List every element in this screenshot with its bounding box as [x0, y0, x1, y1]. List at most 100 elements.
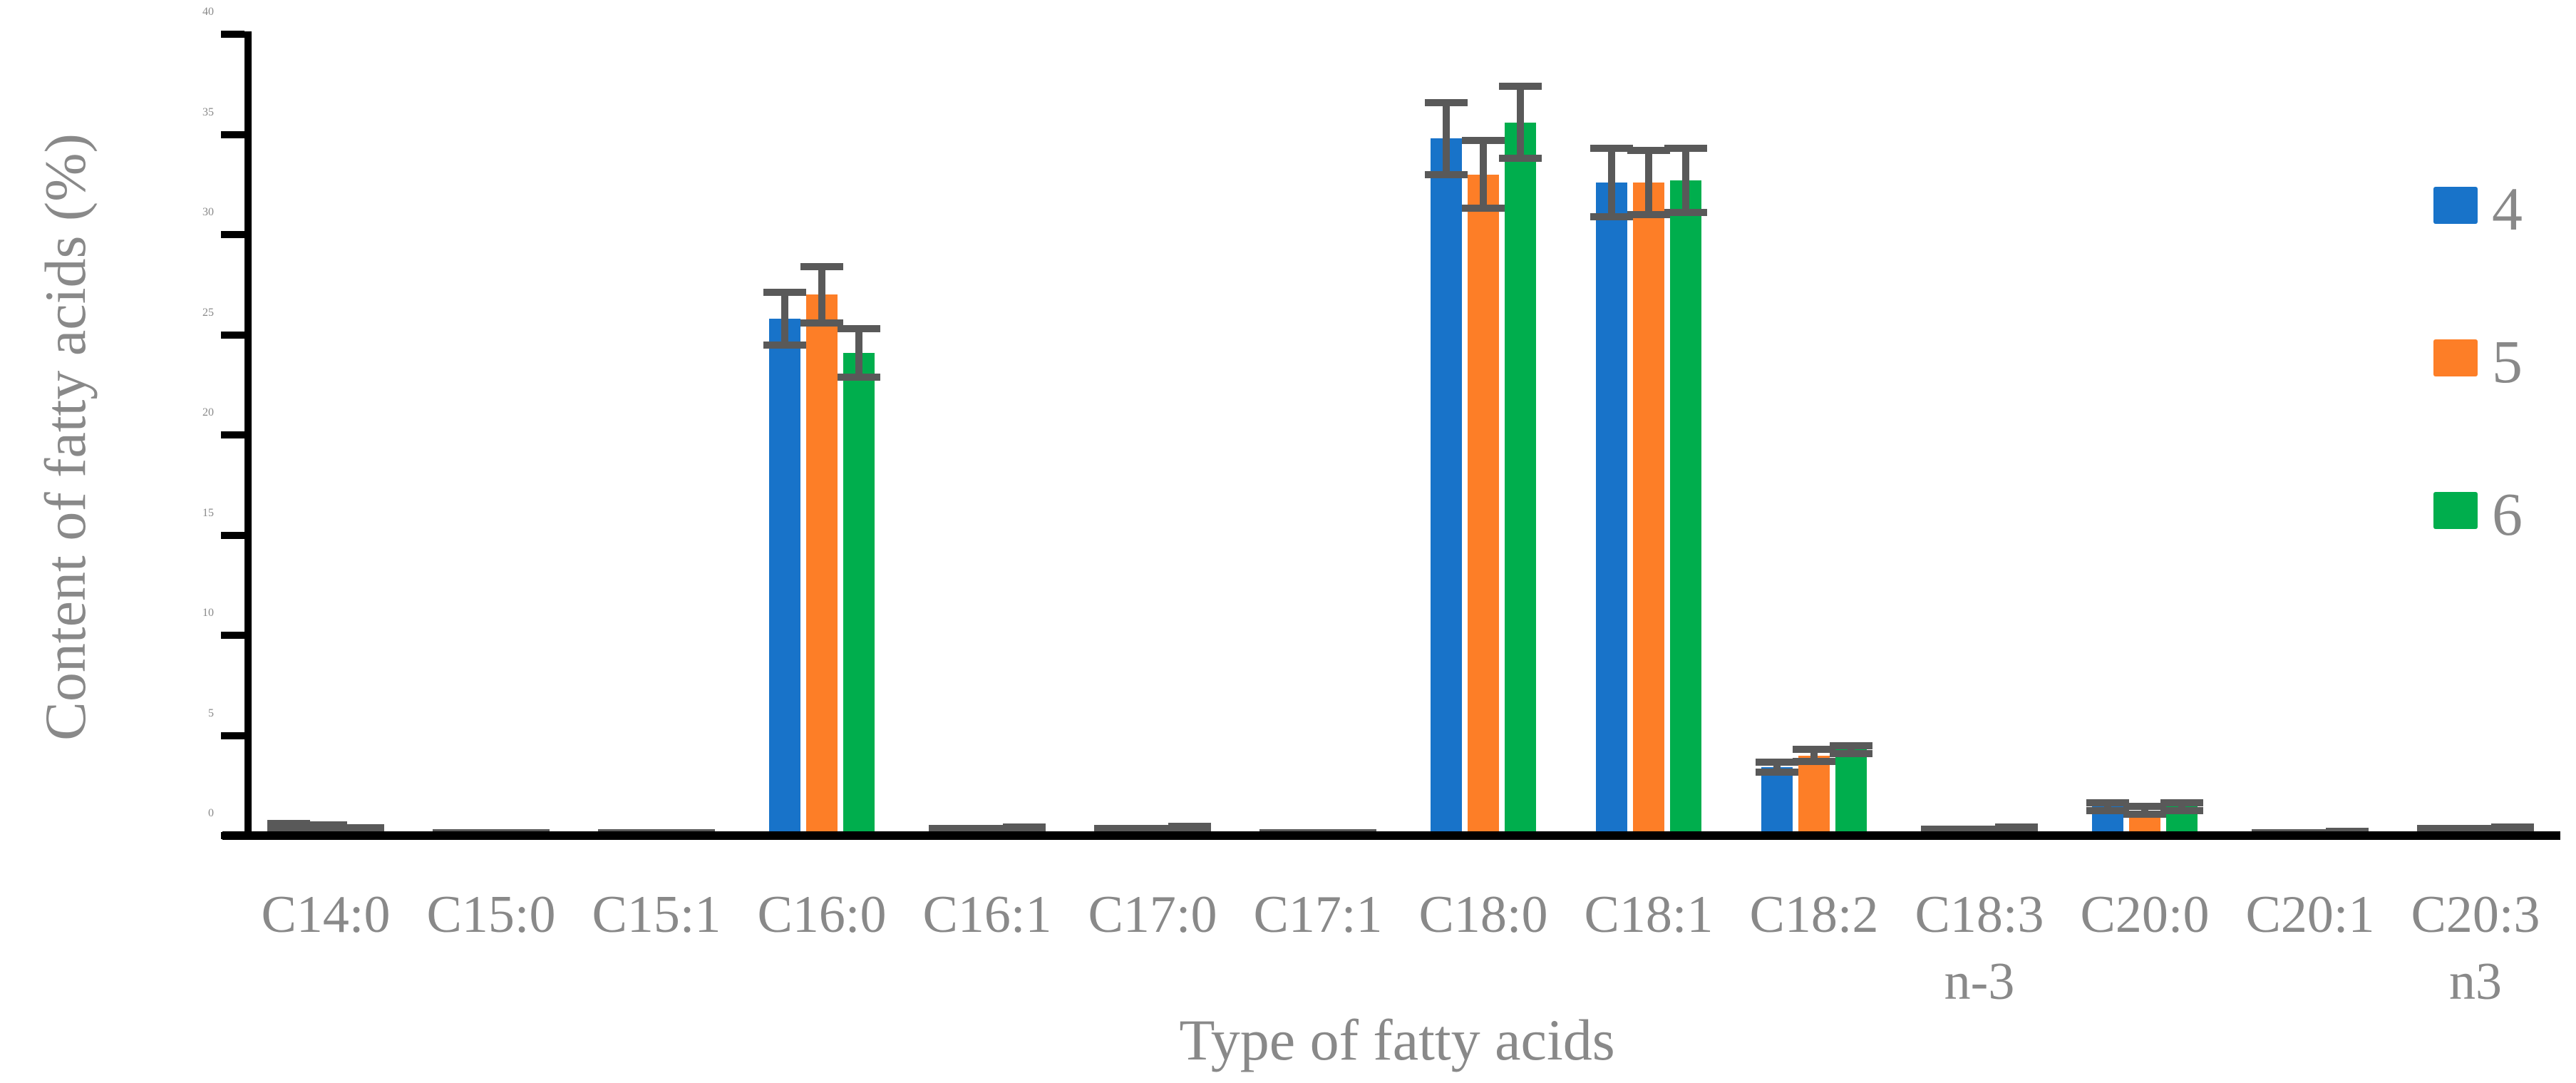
error-bar-cap-top — [1793, 746, 1835, 754]
x-category-label: C20:3 — [2411, 886, 2540, 944]
error-bar-cap-bottom — [1664, 209, 1707, 217]
error-bar-cap-top — [1499, 83, 1542, 91]
x-category-label: C20:0 — [2080, 886, 2210, 944]
x-category-label: C16:1 — [922, 886, 1052, 944]
error-bar-cap-top — [267, 820, 310, 828]
error-bar-cap-top — [838, 325, 880, 333]
bar-6-C18:1 — [1670, 180, 1701, 838]
error-bar-cap-top — [1756, 759, 1798, 766]
error-bar-cap-bottom — [1995, 826, 2038, 834]
error-bar-cap-bottom — [1830, 749, 1872, 757]
x-axis-title: Type of fatty acids — [1179, 1007, 1615, 1072]
error-bar-line — [1810, 749, 1818, 762]
y-axis-line — [244, 31, 252, 840]
error-bar-cap-bottom — [2417, 827, 2460, 835]
x-category-label: C18:0 — [1418, 886, 1548, 944]
bar-4-C18:0 — [1431, 138, 1462, 838]
error-bar-line — [2178, 802, 2185, 811]
error-bar-cap-top — [763, 289, 806, 297]
error-bar-cap-bottom — [800, 319, 843, 327]
bar-5-C16:0 — [806, 294, 838, 838]
y-tick-label: 40 — [202, 6, 214, 18]
error-bar-line — [1848, 745, 1855, 754]
error-bar-cap-top — [1590, 145, 1633, 153]
error-bar-cap-top — [1462, 136, 1505, 144]
error-bar-line — [781, 292, 788, 345]
error-bar-cap-bottom — [1756, 769, 1798, 776]
error-bar-cap-top — [1664, 145, 1707, 153]
y-axis-tick — [221, 130, 244, 138]
legend-swatch-5 — [2433, 339, 2478, 376]
x-category-label: C15:0 — [426, 886, 556, 944]
error-bar-cap-bottom — [966, 827, 1009, 835]
error-bar-line — [1443, 102, 1450, 175]
y-tick-label: 15 — [202, 506, 214, 519]
error-bar-line — [1773, 762, 1781, 773]
error-bar-cap-bottom — [1003, 826, 1046, 833]
legend-swatch-4 — [2433, 187, 2478, 224]
error-bar-cap-bottom — [2160, 806, 2203, 814]
error-bar-cap-bottom — [763, 341, 806, 349]
y-axis-tick — [221, 531, 244, 539]
error-bar-cap-bottom — [1425, 170, 1468, 178]
error-bar-line — [855, 329, 862, 377]
bar-5-C18:1 — [1633, 182, 1664, 838]
y-axis-tick — [221, 231, 244, 238]
x-category-label-line2: n-3 — [1944, 953, 2015, 1011]
bar-4-C16:0 — [769, 319, 800, 838]
error-bar-cap-bottom — [1627, 210, 1670, 218]
x-category-label: C17:0 — [1088, 886, 1217, 944]
error-bar-cap-top — [1627, 146, 1670, 154]
x-category-label: C16:0 — [757, 886, 887, 944]
x-axis-line — [222, 831, 2560, 840]
x-category-label: C18:1 — [1584, 886, 1714, 944]
error-bar-line — [1645, 150, 1652, 215]
error-bar-cap-bottom — [929, 827, 972, 835]
y-axis-title: Content of fatty acids (%) — [33, 133, 98, 741]
x-category-label: C18:2 — [1749, 886, 1879, 944]
y-tick-label: 35 — [202, 106, 214, 118]
error-bar-cap-top — [800, 262, 843, 270]
error-bar-cap-bottom — [1590, 212, 1633, 220]
error-bar-cap-bottom — [304, 826, 347, 834]
error-bar-cap-bottom — [1793, 758, 1835, 766]
x-category-label: C14:0 — [261, 886, 391, 944]
error-bar-cap-top — [1830, 741, 1872, 749]
error-bar-cap-top — [2123, 803, 2166, 811]
y-tick-label: 10 — [202, 607, 214, 619]
error-bar-line — [2104, 802, 2111, 811]
error-bar-cap-bottom — [267, 826, 310, 833]
y-axis-tick — [221, 632, 244, 639]
y-axis-tick — [221, 31, 244, 38]
bar-5-C18:0 — [1468, 174, 1499, 838]
legend-swatch-6 — [2433, 492, 2478, 529]
y-tick-label: 0 — [208, 807, 214, 819]
error-bar-cap-bottom — [1094, 827, 1137, 835]
error-bar-cap-top — [304, 821, 347, 828]
legend-label-6: 6 — [2492, 480, 2523, 548]
y-tick-label: 5 — [208, 707, 214, 719]
error-bar-line — [1608, 148, 1615, 217]
error-bar-cap-bottom — [2491, 826, 2534, 834]
x-category-label-line2: n3 — [2449, 953, 2502, 1011]
error-bar-cap-bottom — [838, 373, 880, 381]
y-axis-tick — [221, 732, 244, 739]
error-bar-cap-bottom — [1131, 827, 1174, 835]
bar-6-C18:2 — [1835, 749, 1867, 838]
error-bar-cap-top — [2086, 799, 2129, 806]
error-bar-cap-top — [1425, 98, 1468, 106]
error-bar-cap-bottom — [2454, 827, 2497, 835]
bar-4-C18:2 — [1761, 767, 1793, 838]
x-category-label: C15:1 — [592, 886, 721, 944]
error-bar-line — [1480, 140, 1487, 209]
bar-6-C18:0 — [1505, 122, 1536, 838]
error-bar-cap-bottom — [1462, 205, 1505, 212]
y-axis-tick — [221, 431, 244, 438]
bar-5-C18:2 — [1798, 755, 1830, 838]
legend-label-4: 4 — [2492, 175, 2523, 243]
error-bar-line — [1517, 86, 1524, 159]
error-bar-cap-top — [2160, 799, 2203, 806]
y-tick-label: 25 — [202, 306, 214, 319]
error-bar-line — [818, 266, 825, 323]
